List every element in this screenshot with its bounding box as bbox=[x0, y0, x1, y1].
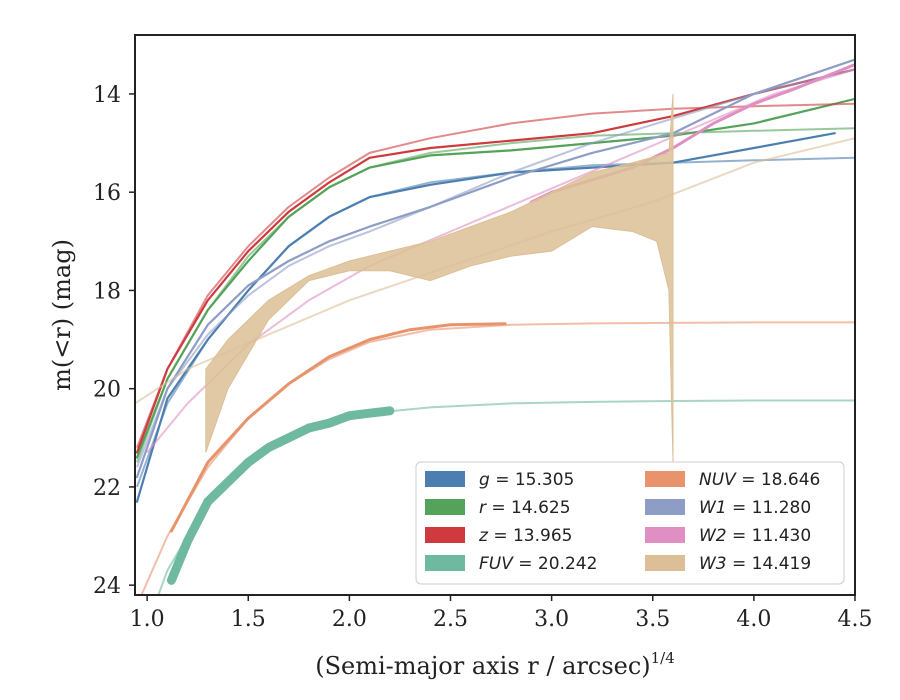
x-tick-label: 3.0 bbox=[534, 607, 569, 632]
w3-uncertainty-band bbox=[205, 93, 674, 463]
y-tick-label: 24 bbox=[93, 574, 121, 599]
legend-label-w2: W2 = 11.430 bbox=[699, 526, 811, 546]
series-group bbox=[135, 58, 855, 595]
legend-label-r: r = 14.625 bbox=[479, 498, 571, 518]
x-tick-label: 4.5 bbox=[838, 607, 873, 632]
legend-label-w1: W1 = 11.280 bbox=[699, 498, 811, 518]
nuv-observed-curve bbox=[169, 322, 507, 533]
legend: g = 15.305 r = 14.625 z = 13.965 FUV = 20.2… bbox=[415, 461, 845, 585]
x-tick-label: 2.5 bbox=[433, 607, 468, 632]
y-tick-label: 18 bbox=[93, 279, 121, 304]
legend-swatch-nuv bbox=[645, 471, 685, 487]
y-tick-label: 14 bbox=[93, 83, 121, 108]
y-tick-label: 20 bbox=[93, 378, 121, 403]
x-axis-title-exponent: 1/4 bbox=[651, 649, 675, 667]
y-tick-label: 16 bbox=[93, 181, 121, 206]
series-layer bbox=[135, 58, 855, 595]
x-tick-label: 4.0 bbox=[736, 607, 771, 632]
legend-label-z: z = 13.965 bbox=[478, 526, 572, 546]
legend-swatch-r bbox=[425, 499, 465, 515]
legend-label-w3: W3 = 14.419 bbox=[699, 554, 811, 574]
fuv-observed-curve bbox=[166, 406, 395, 585]
x-tick-label: 1.5 bbox=[231, 607, 266, 632]
legend-label-fuv: FUV = 20.242 bbox=[479, 554, 597, 574]
ticks-layer: 1.0 1.5 2.0 2.5 3.0 3.5 4.0 4.5 14 16 18 20 22 24 bbox=[93, 83, 873, 632]
legend-label-nuv: NUV = 18.646 bbox=[699, 470, 820, 490]
legend-swatch-w2 bbox=[645, 527, 685, 543]
legend-swatch-w3 bbox=[645, 555, 685, 571]
y-tick-label: 22 bbox=[93, 476, 121, 501]
legend-swatch-z bbox=[425, 527, 465, 543]
w3-model-curve bbox=[135, 137, 855, 405]
x-axis-title: (Semi-major axis r / arcsec)1/4 bbox=[315, 649, 675, 680]
x-tick-label: 2.0 bbox=[332, 607, 367, 632]
legend-swatch-g bbox=[425, 471, 465, 487]
legend-swatch-w1 bbox=[645, 499, 685, 515]
y-axis-title: m(<r) (mag) bbox=[48, 239, 76, 391]
legend-box bbox=[415, 461, 845, 585]
legend-swatch-fuv bbox=[425, 555, 465, 571]
x-tick-label: 1.0 bbox=[130, 607, 165, 632]
legend-label-g: g = 15.305 bbox=[479, 470, 574, 490]
plot-frame bbox=[134, 34, 856, 596]
x-tick-label: 3.5 bbox=[635, 607, 670, 632]
